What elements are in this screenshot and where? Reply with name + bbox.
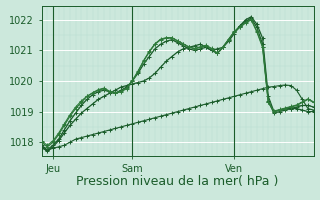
X-axis label: Pression niveau de la mer( hPa ): Pression niveau de la mer( hPa ) bbox=[76, 175, 279, 188]
